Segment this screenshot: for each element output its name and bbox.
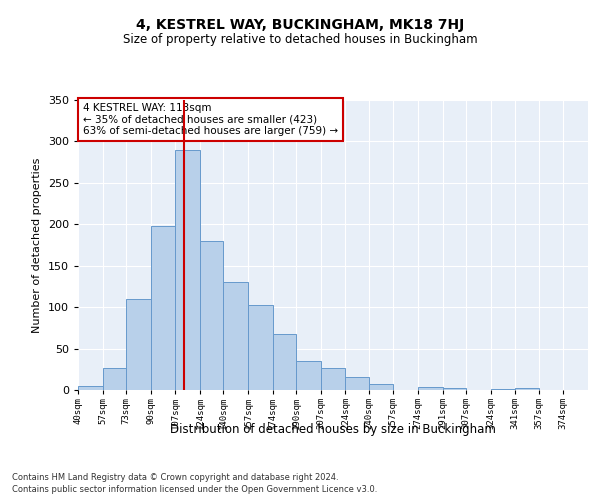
Bar [320, 368, 346, 390]
Bar [200, 241, 223, 390]
Bar [346, 376, 368, 390]
Bar [418, 386, 443, 390]
Bar [443, 388, 466, 390]
Bar [515, 388, 539, 390]
Text: 4, KESTREL WAY, BUCKINGHAM, MK18 7HJ: 4, KESTREL WAY, BUCKINGHAM, MK18 7HJ [136, 18, 464, 32]
Bar [491, 389, 515, 390]
Bar [248, 304, 273, 390]
Bar [103, 368, 126, 390]
Bar [223, 282, 248, 390]
Text: Size of property relative to detached houses in Buckingham: Size of property relative to detached ho… [122, 32, 478, 46]
Text: Contains HM Land Registry data © Crown copyright and database right 2024.: Contains HM Land Registry data © Crown c… [12, 472, 338, 482]
Text: Distribution of detached houses by size in Buckingham: Distribution of detached houses by size … [170, 422, 496, 436]
Bar [151, 226, 175, 390]
Bar [126, 299, 151, 390]
Bar [78, 386, 103, 390]
Bar [296, 361, 320, 390]
Text: 4 KESTREL WAY: 113sqm
← 35% of detached houses are smaller (423)
63% of semi-det: 4 KESTREL WAY: 113sqm ← 35% of detached … [83, 103, 338, 136]
Text: Contains public sector information licensed under the Open Government Licence v3: Contains public sector information licen… [12, 485, 377, 494]
Bar [175, 150, 200, 390]
Y-axis label: Number of detached properties: Number of detached properties [32, 158, 42, 332]
Bar [273, 334, 296, 390]
Bar [368, 384, 393, 390]
